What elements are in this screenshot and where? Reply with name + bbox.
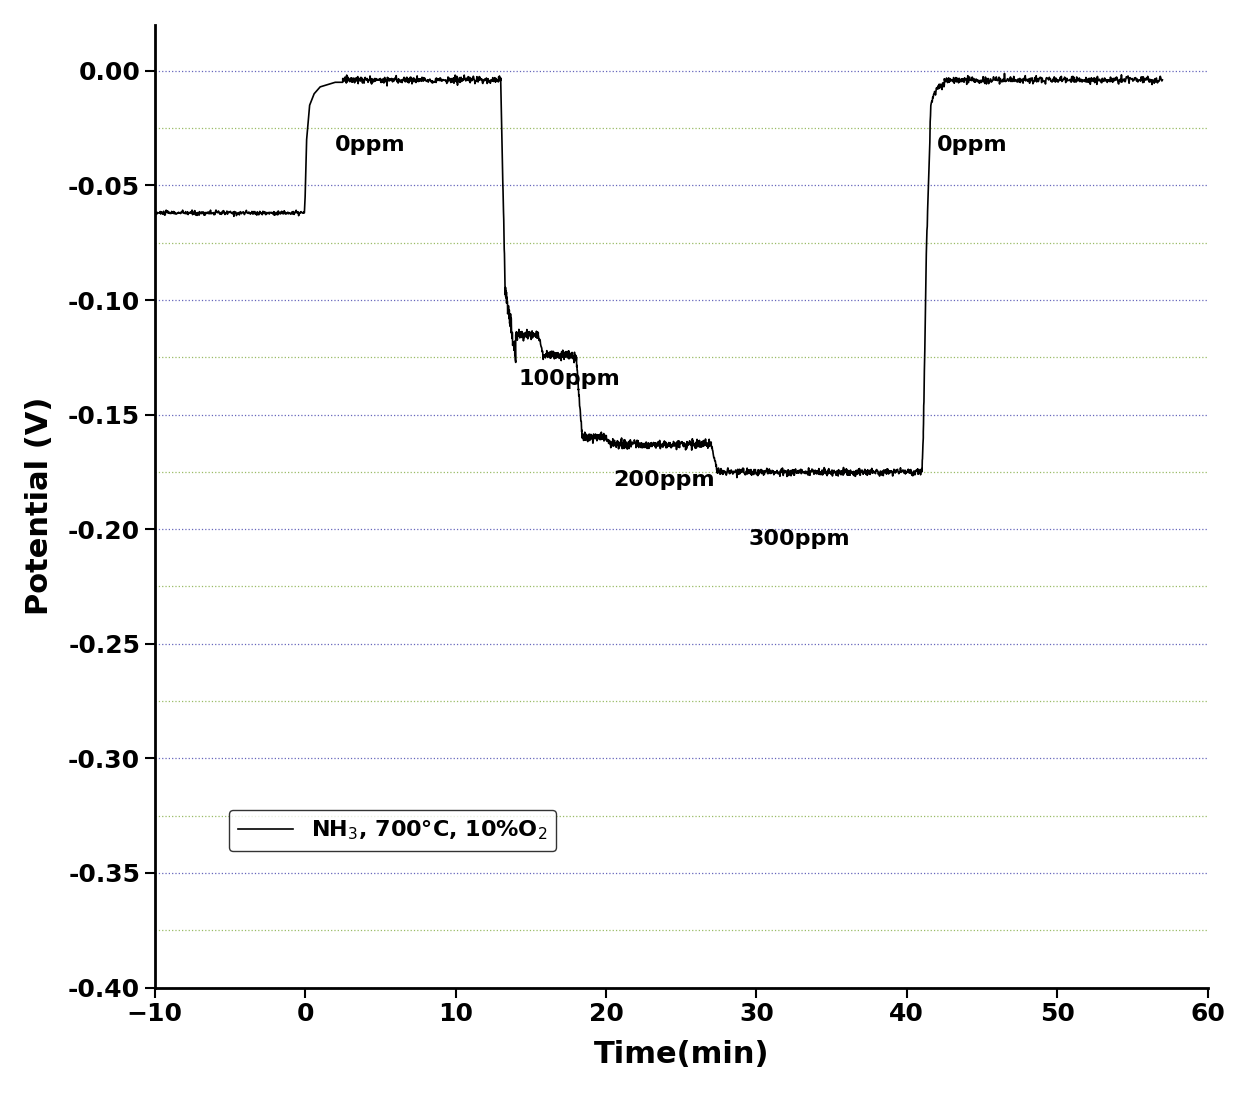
Text: 0ppm: 0ppm	[936, 135, 1008, 155]
Text: 0ppm: 0ppm	[335, 135, 406, 155]
Y-axis label: Potential (V): Potential (V)	[25, 397, 54, 616]
Text: 100ppm: 100ppm	[519, 369, 620, 388]
X-axis label: Time(min): Time(min)	[594, 1040, 769, 1069]
Text: 200ppm: 200ppm	[614, 469, 715, 490]
Text: 300ppm: 300ppm	[749, 529, 850, 549]
Legend: NH$_3$, 700°C, 10%O$_2$: NH$_3$, 700°C, 10%O$_2$	[229, 810, 556, 851]
